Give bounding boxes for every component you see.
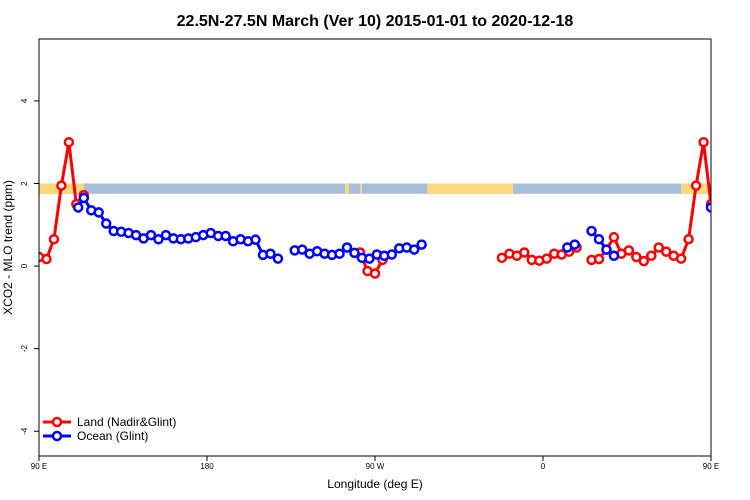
series-line bbox=[591, 141, 711, 263]
data-point bbox=[153, 233, 164, 245]
data-point bbox=[675, 253, 687, 264]
data-point bbox=[519, 247, 530, 258]
data-point bbox=[265, 248, 276, 259]
land-mask-band bbox=[39, 183, 711, 194]
data-point bbox=[145, 229, 157, 241]
data-point bbox=[364, 253, 375, 264]
legend-swatch-marker bbox=[51, 416, 63, 428]
x-tick-label: 90 W bbox=[366, 462, 385, 471]
data-point bbox=[720, 206, 728, 214]
data-point bbox=[78, 192, 90, 204]
x-tick-label: 180 bbox=[200, 462, 214, 471]
data-point bbox=[272, 253, 284, 264]
ocean-band bbox=[39, 183, 711, 194]
y-tick-label: 4 bbox=[20, 98, 29, 103]
data-point bbox=[369, 268, 381, 279]
series-line bbox=[709, 204, 711, 208]
data-point bbox=[690, 180, 702, 191]
data-point bbox=[608, 250, 620, 262]
series-layer bbox=[39, 136, 750, 279]
data-point bbox=[586, 225, 597, 237]
data-point bbox=[705, 202, 711, 213]
data-point bbox=[735, 220, 743, 228]
data-point bbox=[593, 253, 605, 265]
data-point bbox=[623, 245, 635, 256]
series-ocean bbox=[72, 192, 750, 264]
data-point bbox=[220, 230, 231, 242]
data-point bbox=[341, 242, 353, 253]
legend-label: Ocean (Glint) bbox=[77, 429, 148, 443]
data-point bbox=[660, 246, 672, 257]
data-point bbox=[296, 244, 308, 255]
x-axis: 90 E 180 90 W 0 90 E bbox=[31, 456, 719, 471]
data-point bbox=[593, 233, 605, 245]
data-point bbox=[653, 242, 664, 253]
data-point bbox=[386, 249, 398, 260]
legend: Land (Nadir&Glint)Ocean (Glint) bbox=[43, 415, 176, 443]
data-point bbox=[713, 194, 721, 202]
legend-swatch-marker bbox=[51, 430, 63, 442]
data-point bbox=[349, 247, 360, 259]
land-segment bbox=[345, 183, 349, 194]
y-tick-label: -2 bbox=[20, 345, 29, 353]
data-point bbox=[608, 231, 620, 243]
data-point bbox=[631, 251, 642, 263]
land-segment bbox=[360, 183, 362, 194]
data-point bbox=[63, 136, 75, 148]
data-point bbox=[100, 218, 112, 229]
land-segment bbox=[427, 183, 480, 194]
y-tick-label: 2 bbox=[20, 181, 29, 186]
data-point bbox=[541, 253, 552, 264]
x-axis-label: Longitude (deg E) bbox=[327, 477, 422, 491]
data-point bbox=[683, 233, 694, 245]
data-point bbox=[93, 207, 104, 218]
data-point bbox=[698, 136, 709, 148]
y-axis: -4 -2 0 2 4 bbox=[20, 98, 39, 435]
x-tick-label: 90 E bbox=[703, 462, 719, 471]
data-point bbox=[408, 244, 420, 255]
data-point bbox=[601, 244, 612, 255]
legend-label: Land (Nadir&Glint) bbox=[77, 415, 176, 429]
y-axis-label: XCO2 - MLO trend (ppm) bbox=[1, 180, 15, 315]
legend-item: Ocean (Glint) bbox=[43, 429, 148, 443]
data-point bbox=[56, 180, 67, 191]
x-tick-label: 90 E bbox=[31, 462, 47, 471]
chart-title: 22.5N-27.5N March (Ver 10) 2015-01-01 to… bbox=[177, 13, 574, 30]
data-point bbox=[742, 227, 750, 235]
land-segment bbox=[479, 183, 514, 194]
data-point bbox=[48, 233, 60, 245]
data-point bbox=[250, 234, 261, 245]
data-point bbox=[41, 253, 52, 265]
legend-item: Land (Nadir&Glint) bbox=[43, 415, 176, 429]
data-point bbox=[496, 252, 508, 264]
data-point bbox=[334, 248, 345, 259]
y-tick-label: -4 bbox=[20, 427, 29, 435]
data-point bbox=[72, 202, 84, 213]
data-point bbox=[416, 239, 427, 250]
data-point bbox=[569, 239, 580, 250]
data-point bbox=[728, 208, 736, 216]
data-point bbox=[646, 250, 657, 262]
y-tick-label: 0 bbox=[20, 263, 29, 268]
x-tick-label: 0 bbox=[541, 462, 546, 471]
data-point bbox=[638, 255, 650, 267]
